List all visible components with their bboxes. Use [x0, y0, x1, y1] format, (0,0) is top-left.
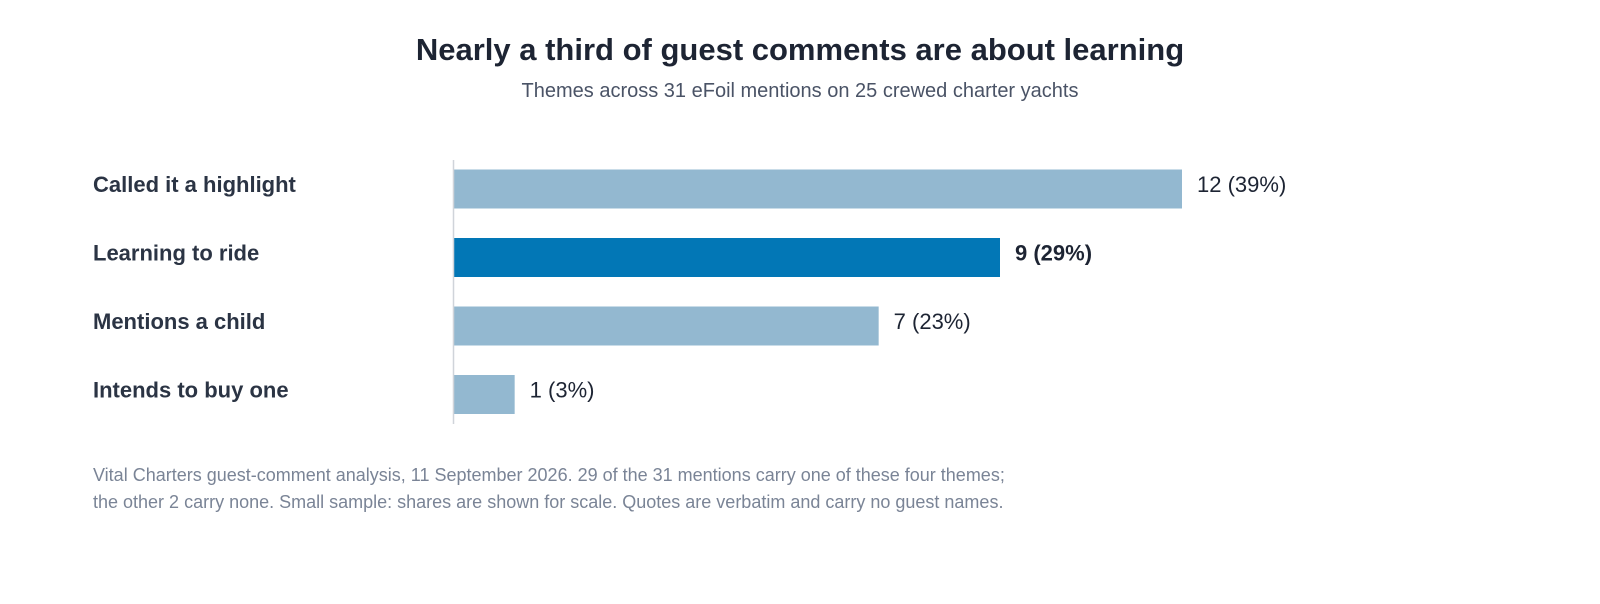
bar — [454, 238, 1000, 277]
category-label: Called it a highlight — [93, 172, 297, 197]
category-label: Intends to buy one — [93, 377, 289, 402]
bar — [454, 169, 1182, 209]
data-label: 12 (39%) — [1197, 172, 1286, 197]
category-label: Learning to ride — [93, 240, 259, 265]
chart-subtitle: Themes across 31 eFoil mentions on 25 cr… — [521, 80, 1079, 102]
bar — [454, 375, 515, 414]
footnote-line-1: Vital Charters guest-comment analysis, 1… — [93, 465, 1005, 485]
data-label: 7 (23%) — [894, 309, 971, 334]
chart-title: Nearly a third of guest comments are abo… — [415, 32, 1185, 67]
data-label: 9 (29%) — [1015, 240, 1092, 265]
bar — [454, 306, 879, 346]
data-label: 1 (3%) — [530, 377, 595, 402]
category-label: Mentions a child — [93, 309, 265, 334]
footnote-line-2: the other 2 carry none. Small sample: sh… — [93, 492, 1004, 512]
footnote: Vital Charters guest-comment analysis, 1… — [93, 462, 1193, 516]
